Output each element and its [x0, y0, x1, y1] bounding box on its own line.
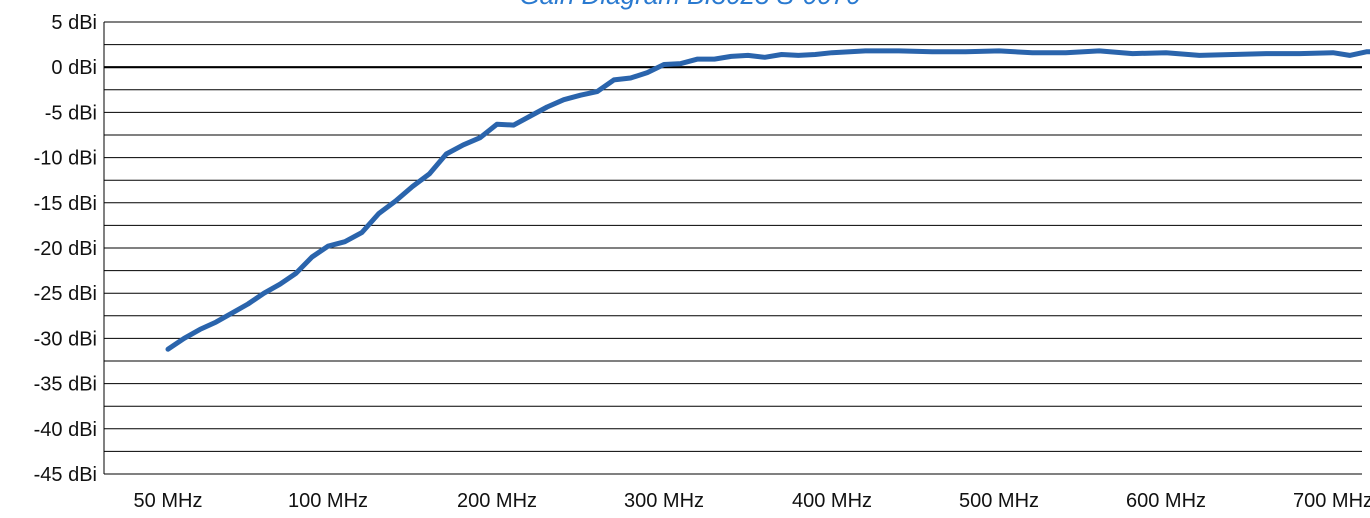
y-tick-label: -10 dBi — [34, 148, 97, 170]
y-tick-label: -45 dBi — [34, 464, 97, 486]
x-axis-ticks: 50 MHz 100 MHz 200 MHz 300 MHz 400 MHz 500 MH… — [134, 490, 1370, 512]
x-tick-label: 600 MHz — [1126, 490, 1206, 512]
y-axis-ticks: 5 dBi 0 dBi -5 dBi -10 dBi -15 dBi -20 dBi -25… — [34, 12, 97, 486]
grid — [103, 21, 1362, 475]
gain-series-line — [165, 48, 1370, 352]
series-group — [165, 48, 1370, 352]
x-tick-label: 700 MHz — [1293, 490, 1370, 512]
y-tick-label: -15 dBi — [34, 193, 97, 215]
x-tick-label: 50 MHz — [134, 490, 203, 512]
y-tick-label: -20 dBi — [34, 238, 97, 260]
chart-title: Gain Diagram BI3023 S-0070 — [519, 0, 861, 10]
y-tick-label: -40 dBi — [34, 419, 97, 441]
y-tick-label: -25 dBi — [34, 283, 97, 305]
x-tick-label: 400 MHz — [792, 490, 872, 512]
x-tick-label: 500 MHz — [959, 490, 1039, 512]
x-tick-label: 100 MHz — [288, 490, 368, 512]
y-tick-label: -35 dBi — [34, 374, 97, 396]
y-tick-label: 0 dBi — [51, 57, 97, 79]
y-tick-label: -30 dBi — [34, 328, 97, 350]
x-tick-label: 300 MHz — [624, 490, 704, 512]
y-tick-label: 5 dBi — [51, 12, 97, 34]
y-tick-label: -5 dBi — [45, 102, 97, 124]
x-tick-label: 200 MHz — [457, 490, 537, 512]
